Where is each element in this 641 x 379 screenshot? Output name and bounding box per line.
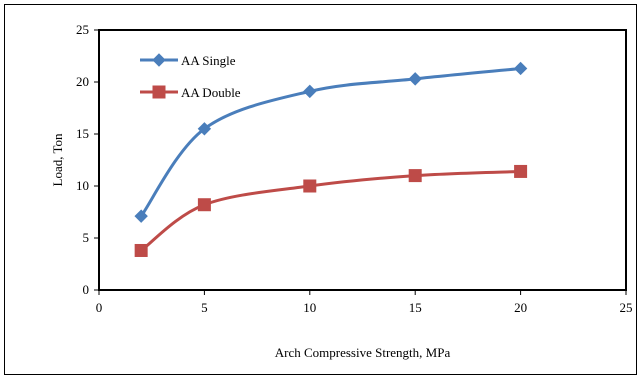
x-tick-label: 0 <box>96 300 103 315</box>
data-point-aa-double <box>134 243 148 257</box>
y-tick-label: 10 <box>76 178 89 193</box>
data-point-aa-double <box>514 164 528 178</box>
legend-marker-aa-single <box>152 53 166 67</box>
data-point-aa-double <box>197 198 211 212</box>
y-tick-label: 20 <box>76 74 89 89</box>
data-point-aa-single <box>408 72 422 86</box>
y-tick-label: 5 <box>83 230 90 245</box>
x-tick-label: 15 <box>409 300 422 315</box>
legend-label-aa-single: AA Single <box>181 53 236 68</box>
legend-label-aa-double: AA Double <box>181 85 241 100</box>
legend-marker-aa-double <box>152 85 166 99</box>
data-point-aa-double <box>303 179 317 193</box>
x-tick-label: 20 <box>514 300 527 315</box>
y-tick-label: 0 <box>83 282 90 297</box>
data-point-aa-double <box>408 169 422 183</box>
data-point-aa-single <box>513 61 528 76</box>
y-tick-label: 25 <box>76 22 89 37</box>
y-axis-title: Load, Ton <box>50 133 65 187</box>
data-point-aa-single <box>197 122 212 136</box>
x-tick-label: 25 <box>620 300 633 315</box>
x-axis-title: Arch Compressive Strength, MPa <box>275 345 451 360</box>
x-tick-label: 10 <box>303 300 316 315</box>
data-point-aa-single <box>303 84 317 99</box>
y-tick-label: 15 <box>76 126 89 141</box>
data-point-aa-single <box>134 209 148 223</box>
x-tick-label: 5 <box>201 300 208 315</box>
plot-area <box>98 29 627 291</box>
